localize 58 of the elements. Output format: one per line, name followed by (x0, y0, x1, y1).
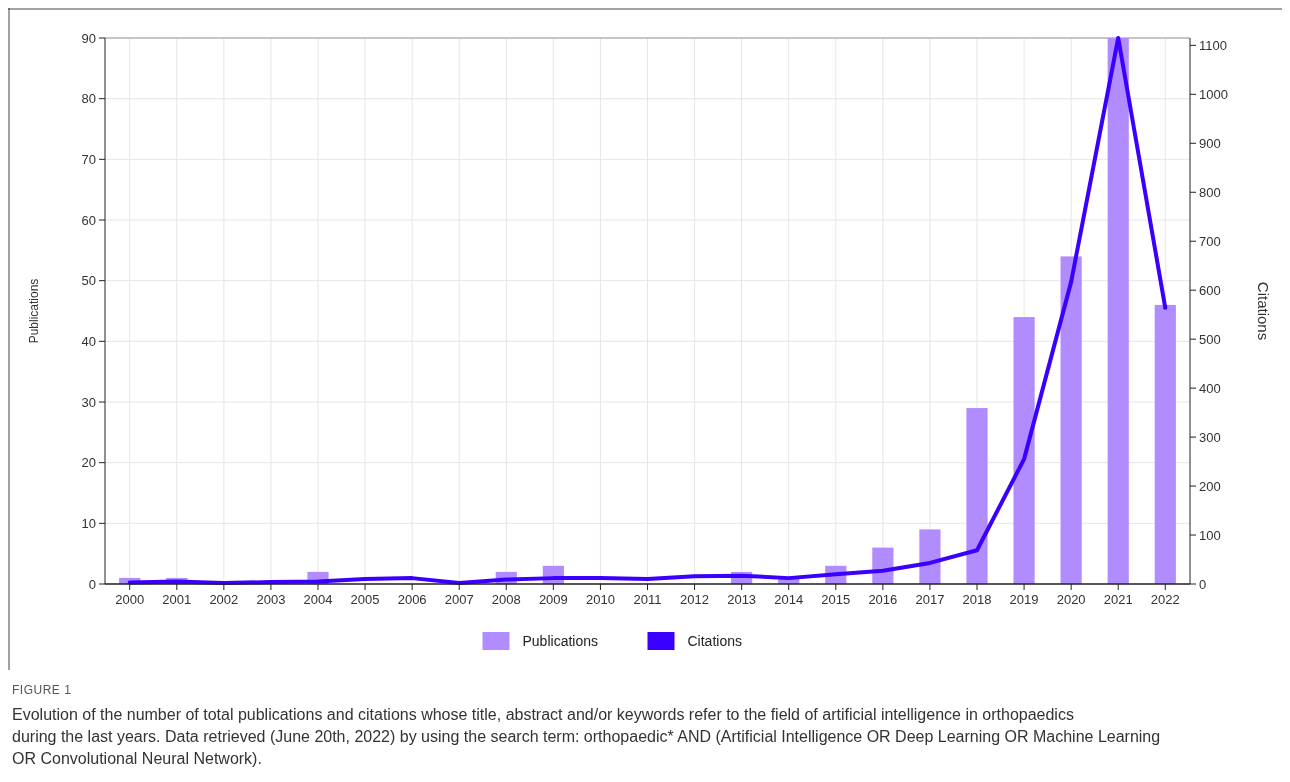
x-tick-label: 2017 (915, 592, 945, 607)
x-tick-label: 2014 (774, 592, 804, 607)
y-tick-label: 30 (81, 394, 96, 410)
y2-tick-label: 800 (1199, 184, 1221, 200)
y2-axis-title: Citations (1255, 281, 1272, 341)
x-tick-label: 2000 (115, 592, 145, 607)
y-tick-label: 10 (81, 515, 96, 531)
line-series (127, 36, 1168, 586)
bar (1013, 317, 1035, 584)
x-tick-label: 2011 (633, 592, 662, 607)
y-tick-label: 90 (81, 30, 96, 46)
y2-tick-label: 200 (1199, 478, 1221, 494)
y2-tick-label: 500 (1199, 331, 1221, 347)
x-tick-label: 2015 (821, 592, 851, 607)
y-tick-label: 50 (81, 273, 96, 289)
x-tick-label: 2008 (491, 592, 521, 607)
y-tick-label: 60 (81, 212, 96, 228)
x-tick-label: 2001 (162, 592, 192, 607)
y2-tick-label: 100 (1199, 527, 1221, 543)
caption: FIGURE 1 (12, 683, 72, 697)
x-tick-label: 2019 (1009, 592, 1039, 607)
y-tick-label: 0 (88, 576, 96, 592)
x-tick-label: 2005 (350, 592, 380, 607)
x-tick-label: 2013 (727, 592, 757, 607)
legend-label: Citations (687, 632, 742, 649)
bar (1107, 38, 1129, 584)
x-tick-label: 2021 (1103, 592, 1133, 607)
x-tick-label: 2022 (1150, 592, 1180, 607)
x-tick-label: 2009 (538, 592, 568, 607)
y-tick-label: 80 (81, 91, 96, 107)
y2-tick-label: 900 (1199, 135, 1221, 151)
y2-tick-label: 0 (1199, 576, 1207, 592)
y2-tick-label: 400 (1199, 380, 1221, 396)
legend-label: Publications (522, 632, 598, 649)
y-tick-label: 20 (81, 455, 96, 471)
bar (919, 529, 941, 584)
bar (966, 408, 988, 584)
x-tick-label: 2002 (209, 592, 239, 607)
x-tick-label: 2016 (868, 592, 898, 607)
bar (1060, 256, 1082, 584)
y-tick-label: 40 (81, 333, 96, 349)
y-tick-label: 70 (81, 151, 96, 167)
x-tick-label: 2020 (1056, 592, 1086, 607)
bar (1154, 304, 1176, 584)
x-tick-label: 2007 (444, 592, 474, 607)
y2-tick-label: 600 (1199, 282, 1221, 298)
y-axis-title: Publications (27, 278, 41, 344)
x-tick-label: 2010 (585, 592, 615, 607)
x-tick-label: 2018 (962, 592, 992, 607)
y2-tick-label: 700 (1199, 233, 1221, 249)
y2-tick-label: 300 (1199, 429, 1221, 445)
x-tick-label: 2012 (680, 592, 710, 607)
y2-tick-label: 1100 (1199, 37, 1227, 53)
x-tick-label: 2003 (256, 592, 286, 607)
text: Evolution of the number of total publications and citations whose title, abstract and/or keywords refer to the field of artificial intelligence in orthopaedics during the last years. Data retrieved (June 20th, 2022) by using the search term: orthopaedic* AND (Artificial Intelligence OR Deep Learning OR Machine Learning OR Convolutional Neural Network). (12, 706, 1161, 767)
y2-tick-label: 1000 (1199, 86, 1228, 102)
x-tick-label: 2004 (303, 592, 333, 607)
x-tick-label: 2006 (397, 592, 427, 607)
